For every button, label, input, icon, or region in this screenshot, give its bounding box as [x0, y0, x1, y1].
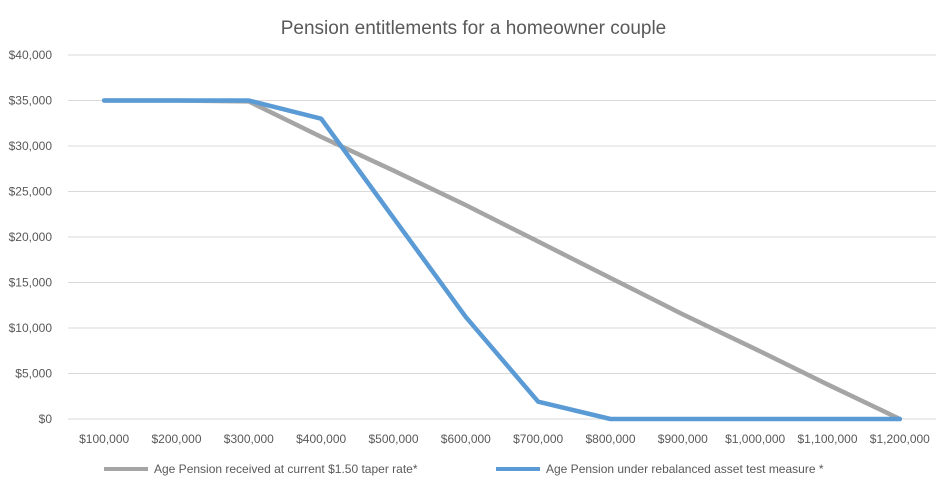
legend: Age Pension received at current $1.50 ta… — [0, 462, 947, 482]
x-tick-label: $300,000 — [224, 432, 274, 446]
legend-item-current-taper: Age Pension received at current $1.50 ta… — [104, 462, 418, 476]
x-tick-label: $900,000 — [658, 432, 708, 446]
y-axis-ticks: $0 $5,000 $10,000 $15,000 $20,000 $25,000 $30,… — [9, 48, 53, 426]
x-tick-label: $500,000 — [368, 432, 418, 446]
x-tick-label: $800,000 — [585, 432, 635, 446]
series-lines — [101, 98, 903, 422]
y-tick-label: $30,000 — [9, 139, 53, 153]
gridlines — [68, 54, 936, 420]
y-tick-label: $10,000 — [9, 321, 53, 335]
y-tick-label: $20,000 — [9, 230, 53, 244]
x-tick-label: $1,000,000 — [725, 432, 785, 446]
y-tick-label: $0 — [39, 412, 53, 426]
series-line-current-taper — [101, 98, 903, 422]
y-tick-label: $5,000 — [15, 367, 52, 381]
x-tick-label: $200,000 — [151, 432, 201, 446]
chart-title: Pension entitlements for a homeowner cou… — [280, 18, 667, 39]
x-tick-label: $400,000 — [296, 432, 346, 446]
x-tick-label: $600,000 — [441, 432, 491, 446]
x-axis-ticks: $100,000 $200,000 $300,000 $400,000 $500,000… — [79, 432, 930, 446]
x-tick-label: $1,100,000 — [797, 432, 857, 446]
x-tick-label: $100,000 — [79, 432, 129, 446]
series-line-rebalanced — [101, 98, 903, 422]
x-tick-label: $1,200,000 — [870, 432, 930, 446]
legend-swatch-gray — [104, 467, 148, 471]
y-tick-label: $40,000 — [9, 48, 53, 62]
y-tick-label: $15,000 — [9, 276, 53, 290]
x-tick-label: $700,000 — [513, 432, 563, 446]
y-tick-label: $35,000 — [9, 94, 53, 108]
legend-item-rebalanced: Age Pension under rebalanced asset test … — [496, 462, 824, 476]
legend-swatch-blue — [496, 467, 540, 471]
legend-label: Age Pension received at current $1.50 ta… — [154, 462, 418, 476]
y-tick-label: $25,000 — [9, 185, 53, 199]
legend-label: Age Pension under rebalanced asset test … — [546, 462, 824, 476]
